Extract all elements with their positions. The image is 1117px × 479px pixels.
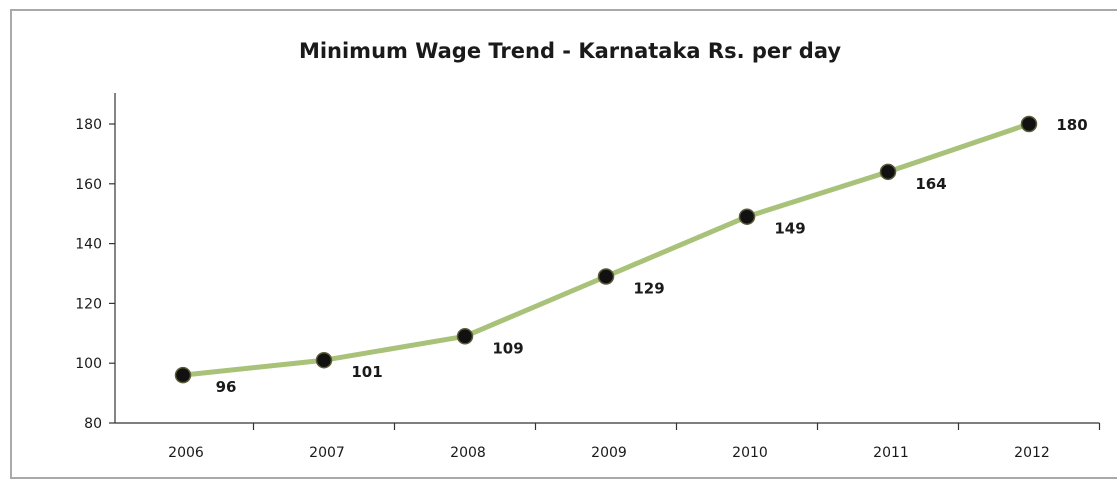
y-tick-label: 180 — [75, 117, 102, 133]
data-point-marker — [597, 268, 615, 285]
x-tick-label: 2006 — [168, 445, 204, 461]
series-line — [180, 121, 1032, 378]
data-label: 149 — [774, 220, 805, 238]
y-tick-label: 120 — [75, 296, 102, 312]
x-tick-label: 2008 — [450, 445, 486, 461]
data-point-marker — [315, 351, 333, 369]
data-label: 180 — [1056, 116, 1087, 134]
y-tick-label: 80 — [84, 416, 102, 432]
data-labels-layer: 96 101 109 129 149 164 180 — [216, 116, 1088, 396]
y-tick-label: 160 — [75, 177, 102, 193]
x-tick-label: 2012 — [1014, 445, 1050, 461]
x-tick-label: 2011 — [873, 445, 909, 461]
series-layer — [174, 115, 1038, 384]
data-label: 129 — [633, 279, 664, 297]
data-label: 96 — [216, 378, 237, 396]
x-tick-label: 2007 — [309, 445, 345, 461]
y-tick-label: 100 — [75, 356, 102, 372]
line-chart: Minimum Wage Trend - Karnataka Rs. per d… — [75, 39, 1101, 461]
chart-frame — [10, 9, 1117, 479]
data-point-marker — [738, 208, 756, 225]
data-point-marker — [456, 328, 474, 345]
y-tick-label: 140 — [75, 237, 102, 253]
chart-axes: 80 100 120 140 160 180 2006 2007 2008 2009 2010 201… — [75, 93, 1101, 461]
data-point-marker — [879, 163, 897, 181]
data-label: 164 — [915, 175, 946, 193]
data-label: 109 — [492, 339, 523, 357]
data-label: 101 — [351, 363, 382, 381]
data-point-marker — [174, 366, 192, 384]
x-tick-label: 2010 — [732, 445, 768, 461]
x-tick-label: 2009 — [591, 445, 627, 461]
chart-title: Minimum Wage Trend - Karnataka Rs. per d… — [299, 39, 841, 63]
data-point-marker — [1020, 115, 1038, 133]
